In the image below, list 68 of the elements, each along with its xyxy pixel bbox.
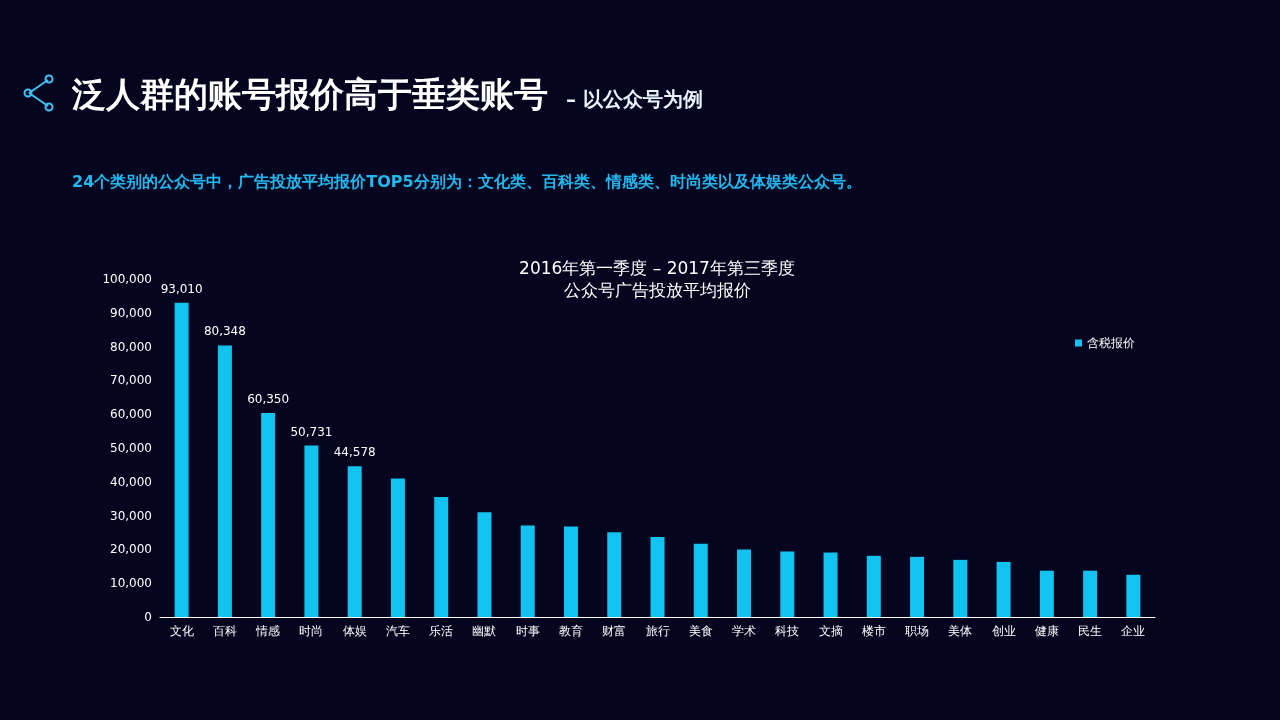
y-tick-label: 30,000 [110,508,152,523]
x-tick-label: 旅行 [645,624,670,638]
bar [174,302,189,617]
bar [347,466,362,617]
y-tick-label: 80,000 [110,339,152,354]
bar [607,532,622,617]
chart-subtitle: – 以公众号为例 [566,87,703,111]
y-tick-label: 0 [144,610,152,624]
bar [996,561,1011,617]
y-tick-label: 50,000 [110,441,152,455]
y-tick-label: 10,000 [110,576,152,591]
x-tick-label: 幽默 [472,624,497,638]
x-tick-label: 文化 [169,624,194,638]
bar [563,526,578,617]
x-tick-label: 时事 [515,624,540,638]
x-tick-label: 乐活 [429,624,454,638]
bar [1126,574,1141,617]
x-tick-label: 科技 [775,624,800,638]
y-tick-label: 90,000 [110,305,152,320]
bar [866,555,881,617]
chart-title: 泛人群的账号报价高于垂类账号 [72,74,548,114]
x-tick-label: 企业 [1121,624,1146,638]
y-tick-label: 100,000 [102,272,152,286]
bar [261,413,276,617]
x-tick-label: 百科 [212,624,237,638]
bar [823,552,838,617]
bar [477,512,492,617]
x-tick-label: 文摘 [818,624,843,638]
x-tick-label: 楼市 [861,624,886,638]
data-label: 44,578 [333,445,376,460]
x-tick-label: 学术 [732,624,757,638]
x-tick-label: 健康 [1034,624,1059,638]
bar [1083,570,1098,617]
x-tick-label: 体娱 [342,624,367,638]
x-tick-label: 民生 [1078,624,1103,638]
bar [737,549,752,617]
bar [520,525,535,617]
x-tick-label: 职场 [905,624,930,638]
bar [780,551,795,617]
x-tick-label: 情感 [255,624,281,638]
x-tick-label: 美体 [948,624,973,638]
data-label: 93,010 [160,281,203,296]
annotation: 公众号广告投放平均报价 [563,280,751,300]
bar [650,536,665,617]
y-tick-label: 20,000 [110,542,152,557]
y-tick-label: 40,000 [110,474,152,489]
bar [910,556,925,617]
x-tick-label: 时尚 [299,624,324,638]
bar [434,497,449,617]
data-label: 50,731 [290,424,333,439]
bar [390,478,405,617]
x-tick-label: 创业 [991,624,1016,638]
bar [693,543,708,617]
bar [217,345,232,617]
data-label: 60,350 [247,392,290,407]
y-tick-label: 70,000 [110,373,152,388]
text: 24个类别的公众号中，广告投放平均报价TOP5分别为：文化类、百科类、情感类、时尚类以及体娱类公众号。 [72,172,862,193]
legend-label: 含税报价 [1087,336,1135,350]
bar [304,445,319,617]
bar [953,559,968,617]
text: 2016年第一季度 – 2017年第三季度 [519,258,795,278]
x-tick-label: 美食 [688,624,713,638]
x-tick-label: 汽车 [385,624,410,638]
y-tick-label: 60,000 [110,407,152,422]
x-tick-label: 教育 [558,624,583,638]
x-tick-label: 财富 [602,624,627,638]
data-label: 80,348 [203,324,246,339]
bar [1039,570,1054,617]
